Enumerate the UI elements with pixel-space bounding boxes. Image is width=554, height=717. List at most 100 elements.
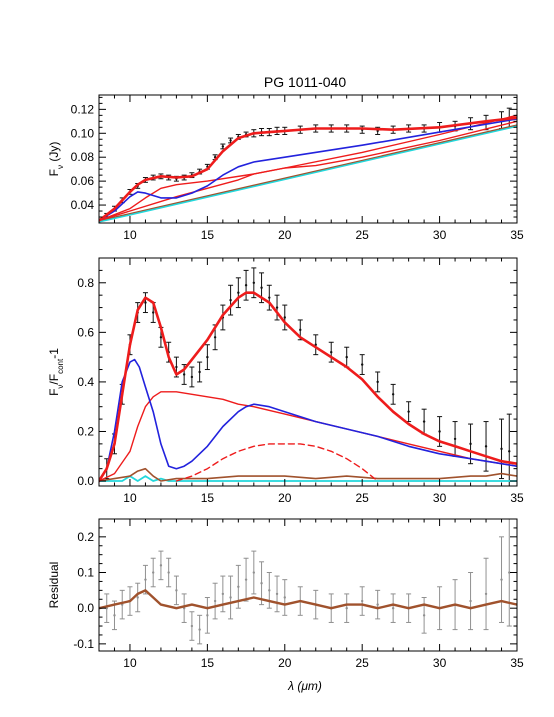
data-point — [500, 447, 503, 451]
x-tick-label: 20 — [278, 656, 292, 670]
data-point — [252, 571, 256, 574]
data-point — [283, 316, 286, 319]
y-tick-label: 0.0 — [77, 601, 94, 615]
data-point — [175, 365, 178, 369]
data-point — [113, 614, 116, 617]
x-tick-label: 10 — [123, 491, 137, 505]
data-point — [244, 578, 248, 581]
data-point — [260, 582, 263, 585]
data-point — [422, 614, 426, 617]
x-tick-label: 35 — [510, 228, 524, 242]
panel-1: 10 15 20 25 30 35 0.04 0.06 0.08 0.10 0.12 Fν (Jy) — [47, 94, 524, 242]
y-axis-label: Residual — [47, 562, 61, 609]
y-tick-label: 0.0 — [77, 474, 94, 488]
data-point — [260, 286, 263, 289]
data-point — [508, 571, 511, 574]
x-tick-label: 15 — [201, 656, 215, 670]
x-tick-label: 30 — [433, 491, 447, 505]
data-point — [175, 589, 178, 592]
data-point — [376, 380, 379, 384]
data-point — [345, 355, 348, 359]
x-tick-label: 35 — [510, 656, 524, 670]
data-point — [229, 298, 232, 302]
data-point — [330, 350, 333, 354]
y-axis-label: Fν (Jy) — [47, 142, 65, 177]
data-point — [268, 296, 271, 299]
data-point — [237, 585, 240, 588]
plot-frame — [98, 94, 518, 224]
plot-area — [99, 107, 517, 223]
series-line-brown — [99, 467, 517, 482]
x-tick-label: 20 — [278, 228, 292, 242]
data-point — [500, 578, 503, 581]
data-point — [438, 430, 441, 433]
chart-title: PG 1011-040 — [264, 74, 346, 90]
data-point — [268, 589, 271, 592]
y-tick-label: 0.1 — [77, 566, 94, 580]
series-line-blue — [99, 358, 517, 482]
y-tick-label: 0.10 — [71, 126, 95, 140]
x-tick-label: 15 — [201, 491, 215, 505]
x-tick-label: 25 — [356, 656, 370, 670]
data-point — [407, 410, 410, 413]
y-tick-label: 0.6 — [77, 325, 94, 339]
y-tick-label: 0.04 — [71, 198, 95, 212]
data-point — [206, 355, 209, 359]
data-point — [469, 442, 472, 446]
x-tick-label: 30 — [433, 656, 447, 670]
x-tick-label: 10 — [123, 228, 137, 242]
x-tick-label: 30 — [433, 228, 447, 242]
data-point — [213, 336, 217, 339]
data-point — [136, 596, 139, 599]
data-point — [484, 592, 488, 596]
y-tick-label: 0.08 — [71, 150, 95, 164]
series-line-cyan — [99, 125, 517, 223]
x-tick-label: 35 — [510, 491, 524, 505]
data-point — [237, 291, 240, 294]
y-tick-label: 0.8 — [77, 276, 94, 290]
y-axis-label: Fν/Fcont-1 — [47, 348, 65, 396]
data-point — [244, 284, 248, 287]
data-point — [275, 592, 279, 596]
series-line-red-dashed — [175, 443, 379, 482]
series-line-red — [99, 391, 517, 482]
data-point — [484, 445, 488, 448]
y-tick-label: 0.2 — [77, 530, 94, 544]
data-point — [151, 571, 155, 574]
x-tick-label: 20 — [278, 491, 292, 505]
data-point — [391, 393, 395, 396]
y-tick-label: -0.1 — [73, 637, 94, 651]
data-point — [198, 370, 201, 374]
data-point — [453, 437, 457, 441]
x-tick-label: 25 — [356, 491, 370, 505]
x-axis-label: λ (μm) — [287, 679, 322, 693]
plot-area — [99, 519, 517, 645]
data-point — [144, 578, 147, 581]
series-line-brown — [99, 124, 517, 222]
data-point — [159, 564, 163, 567]
data-point — [275, 306, 279, 309]
data-point — [299, 328, 302, 332]
data-point — [182, 373, 186, 376]
data-point — [159, 336, 163, 339]
plot-frame — [98, 518, 518, 652]
plot-frame — [98, 257, 518, 487]
data-point — [190, 624, 194, 628]
data-point — [252, 281, 256, 284]
x-tick-label: 15 — [201, 228, 215, 242]
data-point — [229, 596, 232, 599]
y-tick-label: 0.12 — [71, 102, 95, 116]
series-line-red — [99, 114, 517, 222]
plot-area — [99, 267, 517, 486]
series-line-blue — [99, 118, 517, 222]
data-point — [221, 592, 225, 596]
series-line-red — [99, 291, 517, 483]
data-point — [508, 450, 511, 453]
data-point — [422, 420, 426, 423]
data-point — [206, 614, 209, 617]
data-point — [345, 606, 348, 610]
x-tick-label: 25 — [356, 228, 370, 242]
y-tick-label: 0.2 — [77, 424, 94, 438]
